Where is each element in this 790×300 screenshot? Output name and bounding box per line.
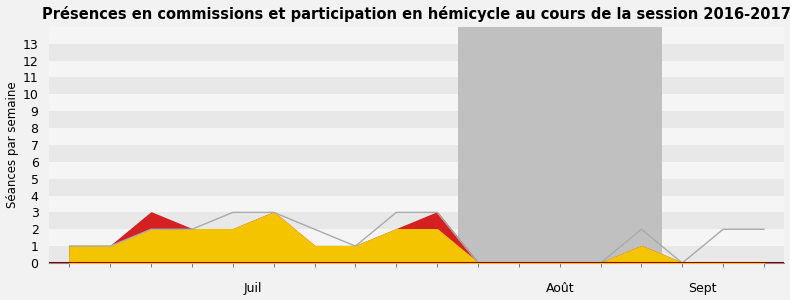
- Bar: [49, 44, 784, 61]
- Bar: [49, 128, 784, 145]
- Text: Août: Août: [545, 282, 574, 295]
- Bar: [49, 246, 784, 263]
- Bar: [49, 196, 784, 212]
- Bar: [49, 212, 784, 229]
- Bar: [49, 229, 784, 246]
- Y-axis label: Séances par semaine: Séances par semaine: [6, 82, 18, 208]
- Bar: [457, 27, 662, 263]
- Text: Juil: Juil: [244, 282, 262, 295]
- Bar: [49, 77, 784, 94]
- Bar: [49, 27, 784, 44]
- Text: Sept: Sept: [688, 282, 717, 295]
- Bar: [49, 179, 784, 196]
- Bar: [49, 162, 784, 179]
- Bar: [49, 94, 784, 111]
- Bar: [49, 61, 784, 77]
- Bar: [49, 145, 784, 162]
- Bar: [49, 111, 784, 128]
- Title: Présences en commissions et participation en hémicycle au cours de la session 20: Présences en commissions et participatio…: [43, 6, 790, 22]
